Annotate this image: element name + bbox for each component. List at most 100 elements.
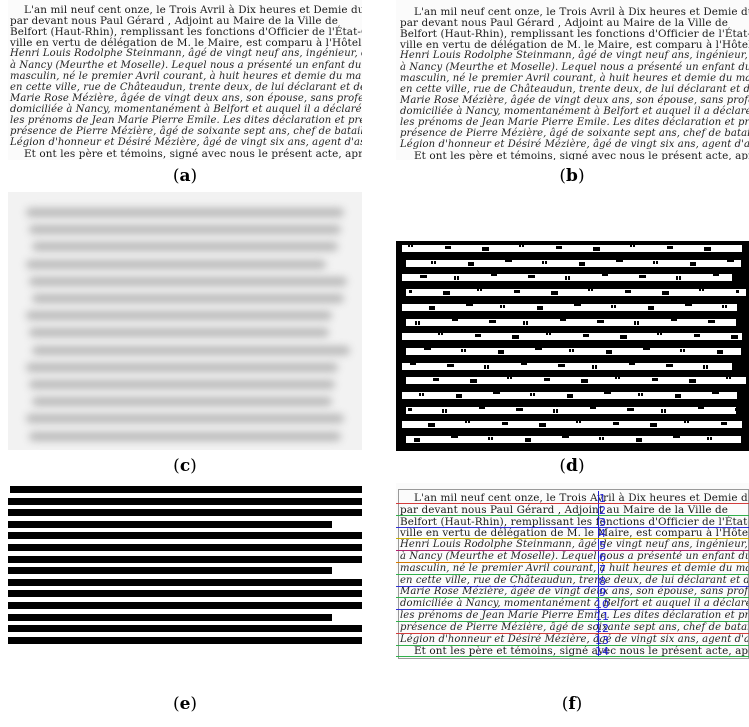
binary-gap (423, 275, 427, 279)
binary-gap (487, 364, 489, 369)
binary-gap (539, 423, 543, 428)
binary-gap (708, 319, 712, 323)
binary-gap (671, 318, 674, 321)
document-line: L'an mil neuf cent onze, le Trois Avril … (24, 4, 362, 16)
binary-gap (692, 379, 696, 384)
binary-gap (729, 377, 731, 380)
panel-d-binarized-image (396, 241, 749, 451)
binary-gap (735, 407, 739, 411)
binary-gap (602, 437, 604, 441)
binary-gap (409, 290, 412, 294)
binary-gap (697, 334, 700, 338)
binary-gap (526, 320, 528, 325)
binary-gap (567, 394, 570, 398)
segmentation-line-number: 1 (599, 492, 606, 505)
binary-gap (549, 333, 551, 336)
binary-gap (721, 422, 724, 426)
segmentation-line (396, 514, 749, 516)
binary-gap (434, 260, 436, 264)
line-mask-stripe (8, 532, 362, 540)
binary-gap (565, 436, 569, 439)
binary-gap (630, 245, 632, 247)
binary-gap (451, 436, 455, 439)
binary-gap (540, 305, 543, 310)
binary-gap (420, 275, 424, 279)
binary-gap (670, 246, 673, 249)
document-line: en cette ville, rue de Châteaudun, trent… (400, 83, 749, 95)
document-line: à Nancy (Meurthe et Moselle). Lequel nou… (10, 59, 362, 71)
binary-gap (519, 245, 521, 247)
binary-gap (436, 378, 439, 382)
binary-gap (507, 377, 509, 380)
binary-gap (607, 392, 611, 394)
binary-gap (630, 407, 634, 411)
binary-gap (429, 305, 432, 310)
binary-gap (445, 246, 448, 249)
document-line: à Nancy (Meurthe et Moselle). Lequel nou… (400, 551, 749, 562)
line-mask-stripe (8, 520, 332, 528)
binary-gap (432, 305, 435, 310)
binary-gap (556, 408, 558, 413)
document-line: Et ont les père et témoins, signé avec n… (414, 645, 749, 658)
document-line: masculin, né le premier Avril courant, à… (400, 72, 749, 84)
blurred-text-line (26, 362, 338, 372)
binary-gap (633, 245, 635, 247)
binary-gap (657, 333, 659, 336)
document-line: Henri Louis Rodolphe Steinmann, âgé de v… (400, 50, 749, 62)
binary-gap (565, 276, 567, 281)
caption-e: (e) (172, 694, 198, 714)
binary-gap (466, 303, 470, 306)
binary-gap (475, 334, 478, 338)
binary-gap (477, 289, 479, 292)
binary-gap (502, 422, 505, 426)
binary-gap (468, 261, 471, 266)
binary-gap (418, 320, 420, 325)
binary-gap (452, 318, 455, 321)
binary-gap (666, 363, 670, 367)
binary-gap (523, 320, 525, 325)
binary-gap (684, 421, 686, 424)
binary-gap (408, 245, 410, 247)
segmentation-line-number: 12 (595, 621, 609, 635)
binary-gap (522, 245, 524, 247)
binary-gap (717, 349, 720, 354)
binary-gap (581, 379, 585, 384)
binary-gap (576, 421, 578, 424)
binary-gap (501, 349, 504, 354)
binary-gap (634, 320, 636, 325)
blurred-text-line (32, 242, 338, 252)
blurred-text-line (29, 380, 335, 389)
panel-a-original-document: L'an mil neuf cent onze, le Trois Avril … (8, 0, 362, 160)
binary-gap (438, 333, 440, 336)
segmentation-line (396, 526, 749, 528)
binary-gap (496, 392, 500, 394)
line-mask-stripe (8, 636, 362, 644)
binary-gap (515, 335, 519, 340)
document-line: Belfort (Haut-Rhin), remplissant les fon… (400, 28, 749, 41)
binary-text-band (402, 333, 742, 341)
segmentation-line (396, 609, 749, 611)
binary-gap (664, 408, 666, 413)
binary-gap (653, 423, 657, 428)
binary-gap (456, 394, 459, 398)
binary-gap (478, 334, 481, 338)
segmentation-line-number: 10 (595, 598, 609, 612)
binary-gap (427, 347, 431, 350)
binary-gap (590, 406, 593, 409)
binary-gap (514, 290, 517, 294)
document-line: masculin, né le premier Avril courant, à… (400, 562, 749, 574)
segmentation-line (396, 538, 749, 540)
binary-gap (715, 392, 719, 394)
panel-b-preprocessed-document: L'an mil neuf cent onze, le Trois Avril … (396, 0, 749, 160)
binary-gap (646, 347, 650, 350)
line-mask-stripe (8, 555, 362, 563)
binary-gap (491, 437, 493, 441)
binary-gap (559, 246, 562, 249)
binary-gap (544, 378, 547, 382)
binary-gap (447, 363, 451, 367)
caption-d: (d) (559, 456, 585, 476)
binary-gap (551, 291, 555, 296)
binary-gap (652, 378, 655, 382)
segmentation-line (396, 632, 749, 634)
binary-gap (500, 304, 502, 308)
